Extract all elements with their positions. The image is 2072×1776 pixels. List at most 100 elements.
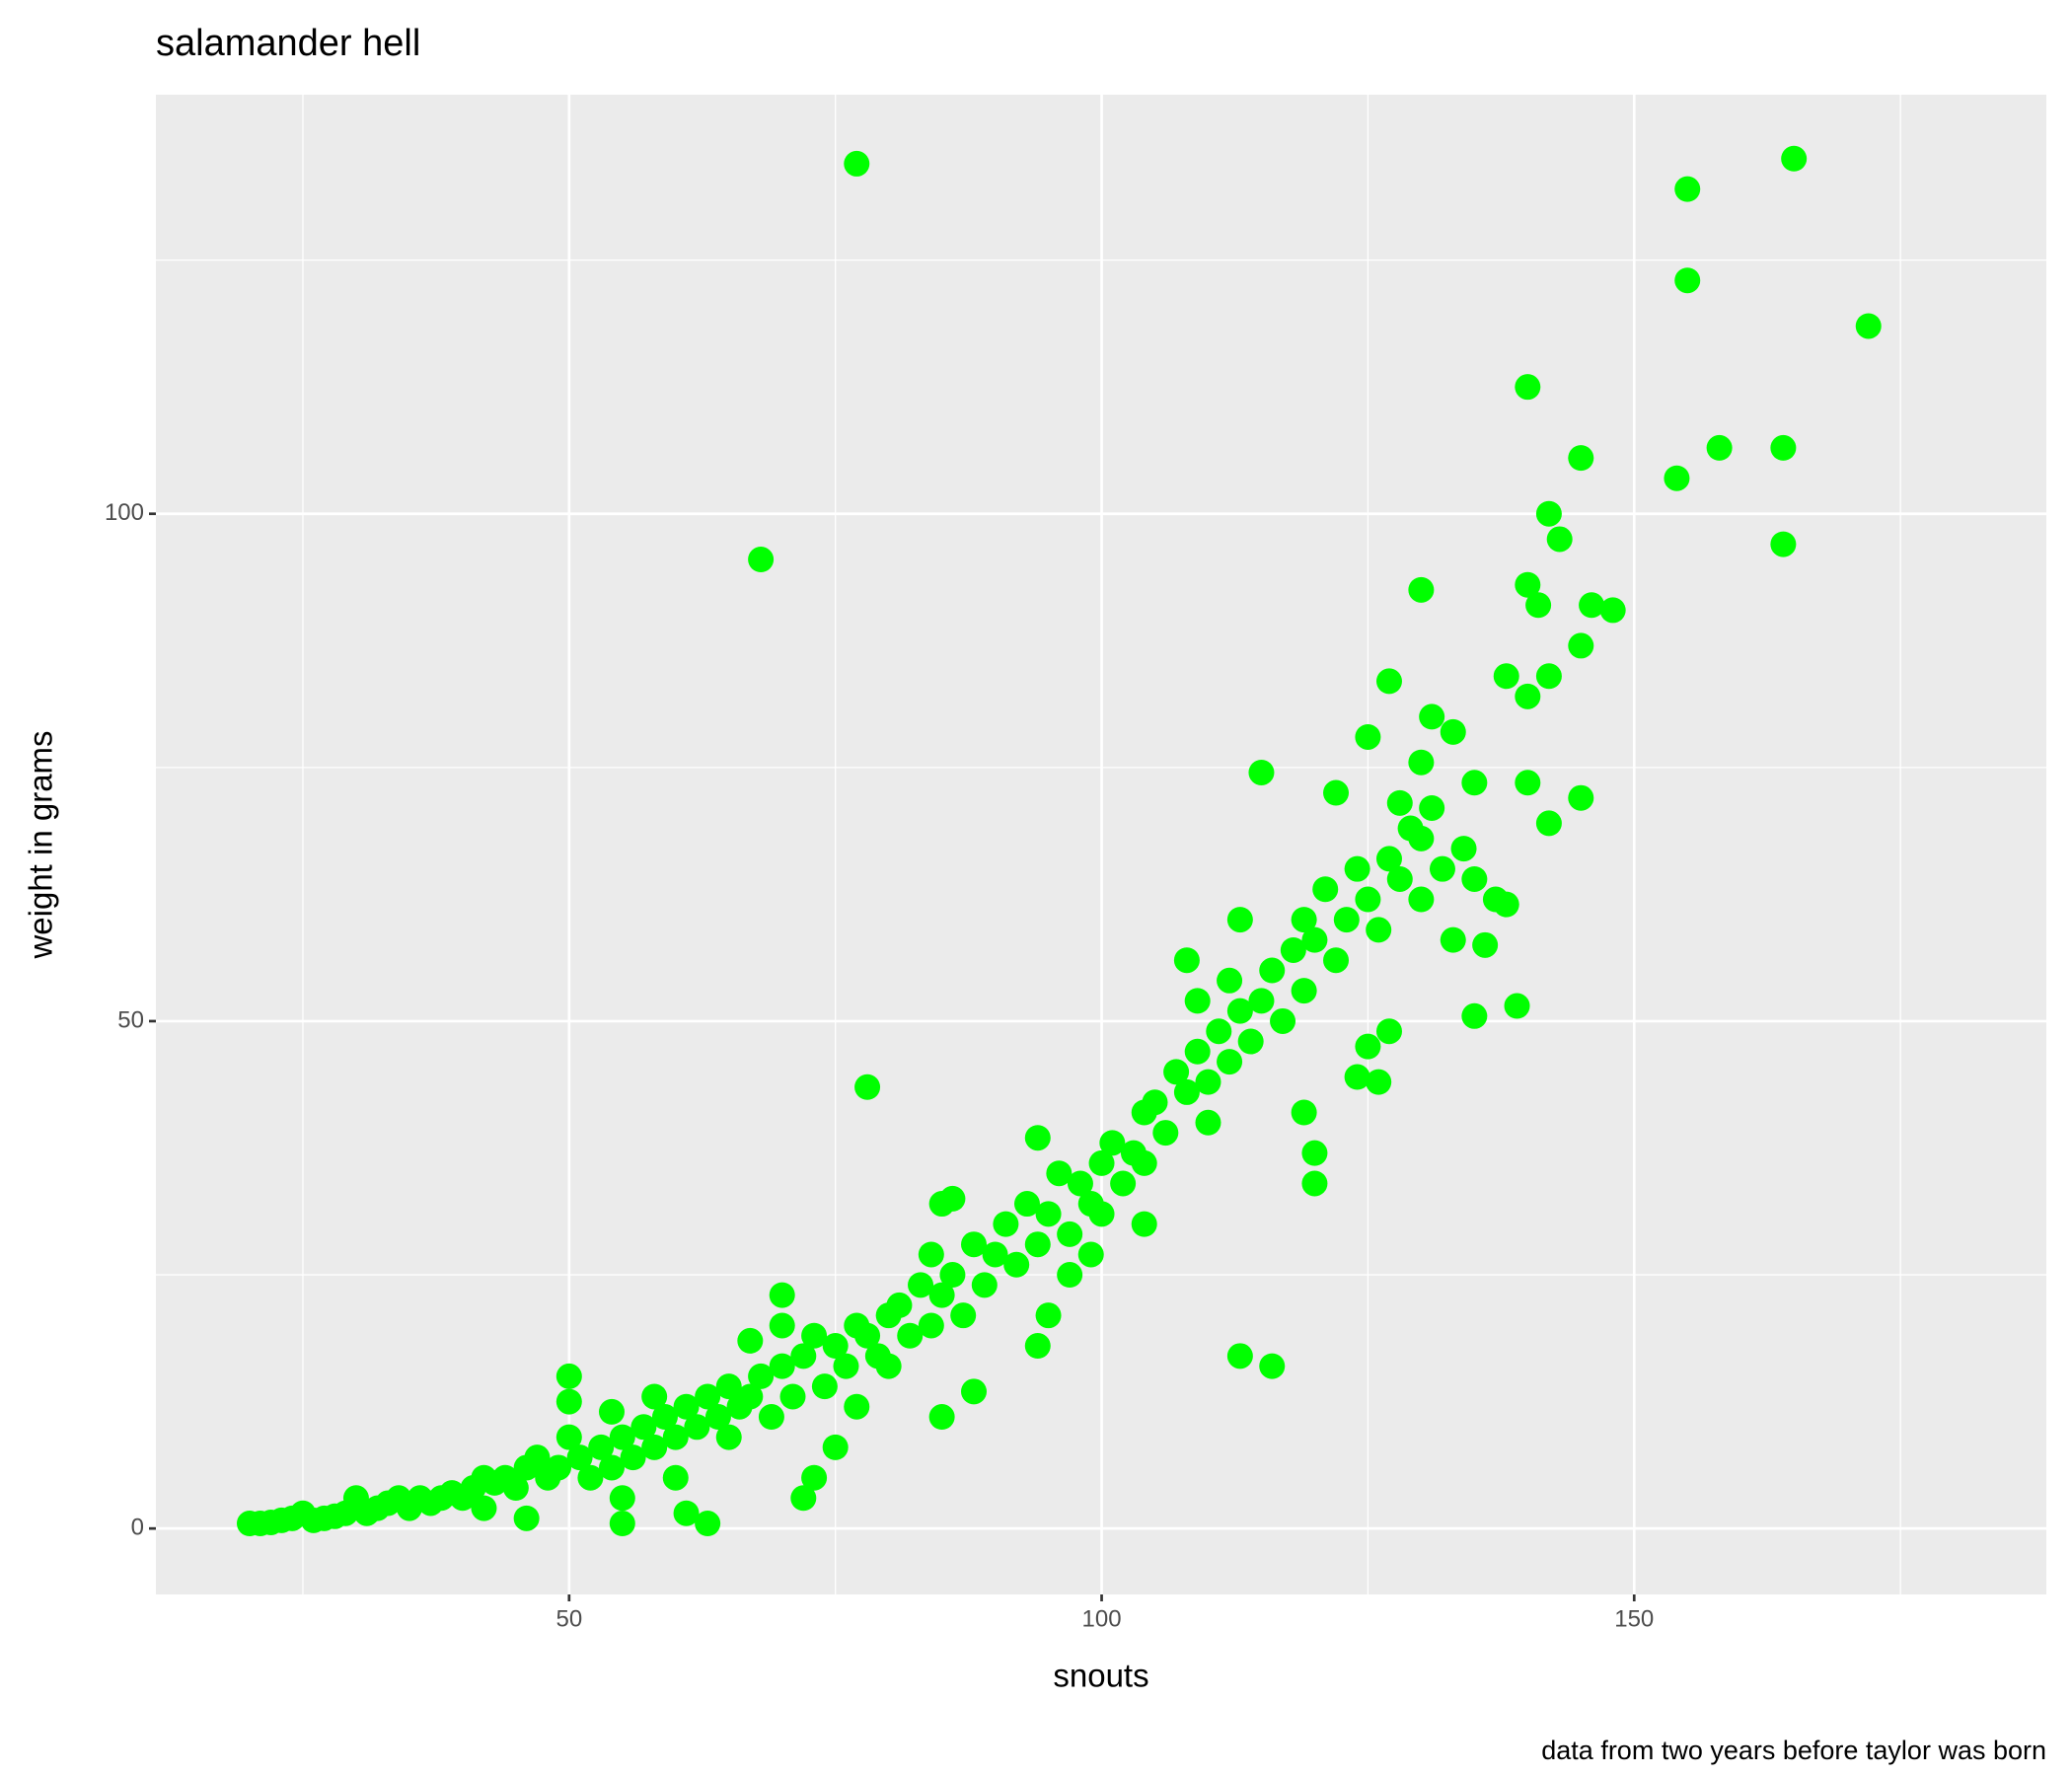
point [1301, 1140, 1328, 1166]
point [502, 1475, 529, 1502]
point [1515, 571, 1541, 598]
point [1226, 1343, 1253, 1369]
point [1440, 718, 1466, 745]
point [1461, 1002, 1488, 1029]
point [1280, 936, 1306, 963]
point [1057, 1221, 1083, 1247]
point [1024, 1231, 1051, 1258]
point [1781, 145, 1808, 172]
point [1152, 1120, 1179, 1147]
point [1408, 886, 1435, 913]
point [704, 1404, 731, 1431]
y-axis-label: weight in grams [23, 730, 59, 959]
point [1333, 907, 1360, 933]
point [939, 1185, 966, 1212]
point [928, 1282, 955, 1308]
point [961, 1231, 988, 1258]
point [1088, 1201, 1115, 1227]
point [1515, 683, 1541, 709]
point [993, 1211, 1019, 1237]
point [1546, 526, 1573, 553]
point [1301, 1170, 1328, 1197]
point [684, 1414, 710, 1441]
point [609, 1485, 635, 1512]
point [1195, 1109, 1221, 1136]
point [1504, 993, 1530, 1019]
point [1525, 592, 1552, 619]
point [1077, 1241, 1104, 1268]
point [1535, 663, 1562, 690]
point [769, 1312, 795, 1339]
point [1259, 1353, 1286, 1379]
point [598, 1454, 625, 1481]
point [620, 1444, 646, 1471]
point [1568, 784, 1594, 811]
point [1568, 445, 1594, 472]
point [1568, 632, 1594, 659]
point [1291, 978, 1317, 1004]
point [695, 1383, 721, 1410]
point [1173, 1078, 1200, 1105]
point [1323, 779, 1350, 806]
point [555, 1424, 582, 1450]
x-tick-label: 50 [555, 1605, 582, 1632]
point [1419, 794, 1445, 821]
point [1206, 1018, 1232, 1045]
point [811, 1373, 838, 1400]
point [641, 1434, 668, 1460]
point [918, 1241, 944, 1268]
point [715, 1373, 742, 1400]
point [1674, 267, 1701, 294]
point [1099, 1130, 1126, 1156]
point [1386, 865, 1413, 892]
y-tick-label: 50 [117, 1006, 144, 1033]
point [1450, 836, 1477, 862]
point [609, 1511, 635, 1537]
point [524, 1444, 551, 1471]
point [1770, 434, 1797, 461]
point [939, 1262, 966, 1289]
point [1366, 1069, 1392, 1095]
point [748, 1363, 775, 1389]
point [1599, 597, 1626, 624]
point [662, 1464, 689, 1491]
point [695, 1511, 721, 1537]
point [673, 1393, 700, 1420]
point [651, 1404, 678, 1431]
point [844, 1393, 870, 1420]
point [1461, 865, 1488, 892]
chart-title: salamander hell [156, 23, 420, 64]
point [801, 1322, 828, 1349]
point [630, 1414, 657, 1441]
point [1184, 1038, 1211, 1065]
y-tick-label: 100 [105, 499, 144, 526]
x-tick-label: 150 [1614, 1605, 1654, 1632]
point [1461, 770, 1488, 796]
point [779, 1383, 806, 1410]
point [641, 1383, 668, 1410]
point [769, 1353, 795, 1379]
point [886, 1292, 913, 1318]
point [1419, 703, 1445, 730]
point [1237, 1028, 1264, 1055]
x-tick-label: 100 [1082, 1605, 1122, 1632]
point [1120, 1140, 1147, 1166]
point [897, 1322, 924, 1349]
point [875, 1353, 902, 1379]
point [1472, 931, 1499, 958]
point [1355, 1033, 1381, 1060]
point [673, 1500, 700, 1526]
point [1217, 967, 1243, 994]
point [1535, 810, 1562, 837]
point [577, 1464, 604, 1491]
point [982, 1241, 1008, 1268]
point [854, 1322, 881, 1349]
point [769, 1282, 795, 1308]
point [1035, 1201, 1062, 1227]
point [918, 1312, 944, 1339]
point [1024, 1333, 1051, 1360]
point [1013, 1191, 1040, 1218]
point [1226, 998, 1253, 1024]
